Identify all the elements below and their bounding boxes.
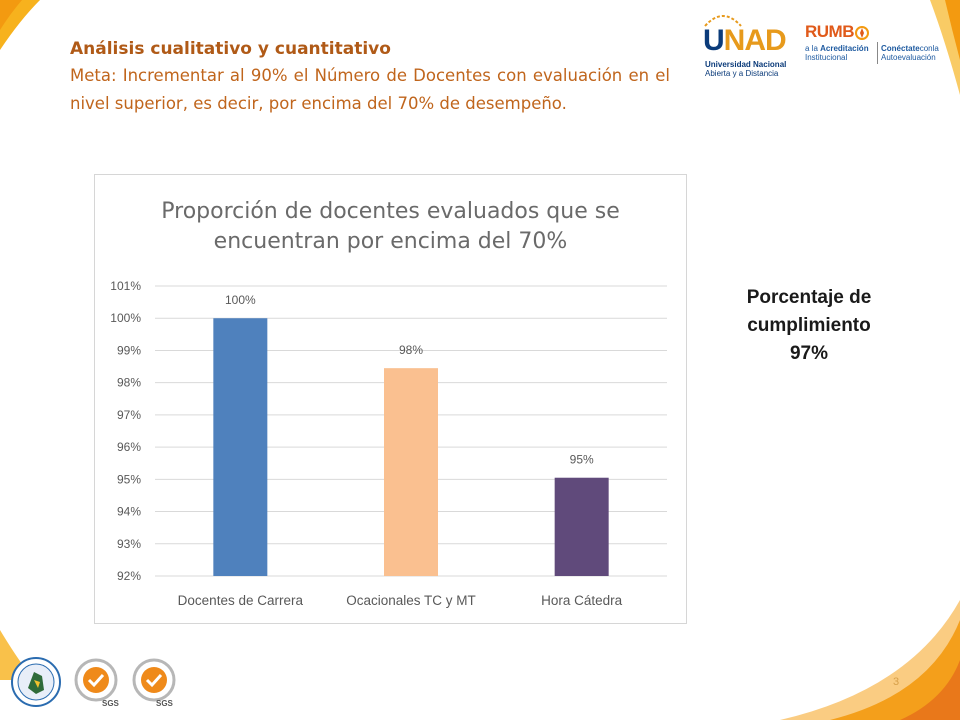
rumbo-word: RUMB — [805, 22, 855, 41]
bar-chart: 92% 93% 94% 95% 96% 97% 98% 99% 100% 101% 100% Doce… — [110, 279, 667, 608]
y-tick-label: 95% — [117, 472, 141, 486]
y-tick-label: 101% — [110, 279, 141, 293]
y-tick-label: 94% — [117, 505, 141, 519]
data-label: 98% — [399, 343, 423, 357]
sgs-certification-icon-2: SGS — [132, 658, 176, 708]
intro-body: Meta: Incrementar al 90% el Número de Do… — [70, 66, 670, 113]
y-tick-label: 98% — [117, 376, 141, 390]
unad-subtitle-line1: Universidad Nacional — [705, 60, 787, 69]
chart-title-line2: encuentran por encima del 70% — [213, 229, 568, 254]
bar-3 — [554, 477, 609, 576]
data-label: 95% — [570, 453, 594, 467]
colombia-seal-icon — [11, 657, 61, 707]
y-tick-label: 96% — [117, 440, 141, 454]
rumbo-sub2-b: conla — [919, 44, 939, 53]
sgs-label-1: SGS — [102, 699, 120, 708]
callout-line2: cumplimiento — [747, 315, 871, 336]
unad-u: U — [703, 24, 725, 57]
unad-arc-icon — [704, 15, 742, 27]
callout-line1: Porcentaje de — [746, 287, 872, 308]
bar-2 — [384, 368, 438, 576]
rumbo-sub2-a: Conéctate — [881, 44, 920, 53]
rumbo-logo: RUMB a la Acreditación Institucional Con… — [805, 18, 955, 78]
sgs-certification-icon: SGS — [74, 658, 120, 708]
x-category-label: Ocacionales TC y MT — [346, 593, 476, 608]
x-category-label: Docentes de Carrera — [178, 593, 304, 608]
unad-nad: NAD — [723, 24, 787, 57]
rumbo-sub2-c: Autoevaluación — [881, 53, 936, 62]
y-tick-label: 93% — [117, 537, 141, 551]
rumbo-acreditacion: a la Acreditación Institucional — [805, 44, 869, 62]
data-label: 100% — [225, 293, 256, 307]
unad-logo: UNAD Universidad Nacional Abierta y a Di… — [703, 8, 787, 94]
unad-subtitle: Universidad Nacional Abierta y a Distanc… — [705, 60, 795, 78]
y-tick-label: 97% — [117, 408, 141, 422]
compliance-callout: Porcentaje de cumplimiento 97% — [714, 284, 904, 368]
callout-percentage: 97% — [789, 343, 829, 364]
page-number: 3 — [893, 676, 900, 688]
chart-title-line1: Proporción de docentes evaluados que se — [161, 199, 620, 224]
chart-title: Proporción de docentes evaluados que se … — [95, 197, 686, 257]
y-tick-label: 99% — [117, 343, 141, 357]
footer-certification-logos: SGS SGS — [11, 657, 176, 708]
unad-wordmark: UNAD — [703, 24, 787, 58]
rumbo-compass-icon — [855, 25, 869, 40]
bottom-right-swoosh — [780, 600, 960, 720]
rumbo-divider — [877, 42, 878, 64]
rumbo-autoevaluacion: Conéctateconla Autoevaluación — [881, 44, 939, 62]
intro-block: Análisis cualitativo y cuantitativo Meta… — [70, 36, 670, 118]
y-tick-label: 100% — [110, 311, 141, 325]
rumbo-sub1-a: a la — [805, 44, 821, 53]
y-tick-label: 92% — [117, 569, 141, 583]
intro-title: Análisis cualitativo y cuantitativo — [70, 39, 391, 59]
top-right-swoosh — [930, 0, 960, 95]
rumbo-wordmark: RUMB — [805, 22, 870, 42]
bottom-left-swoosh — [0, 630, 34, 680]
bar-1 — [213, 318, 268, 576]
sgs-label-2: SGS — [156, 699, 174, 708]
unad-subtitle-line2: Abierta y a Distancia — [705, 69, 779, 78]
rumbo-sub1-c: Institucional — [805, 53, 848, 62]
rumbo-sub1-b: Acreditación — [820, 44, 869, 53]
top-left-swoosh — [0, 0, 40, 50]
chart-frame: 92% 93% 94% 95% 96% 97% 98% 99% 100% 101% 100% Doce… — [94, 174, 687, 624]
x-category-label: Hora Cátedra — [541, 593, 623, 608]
